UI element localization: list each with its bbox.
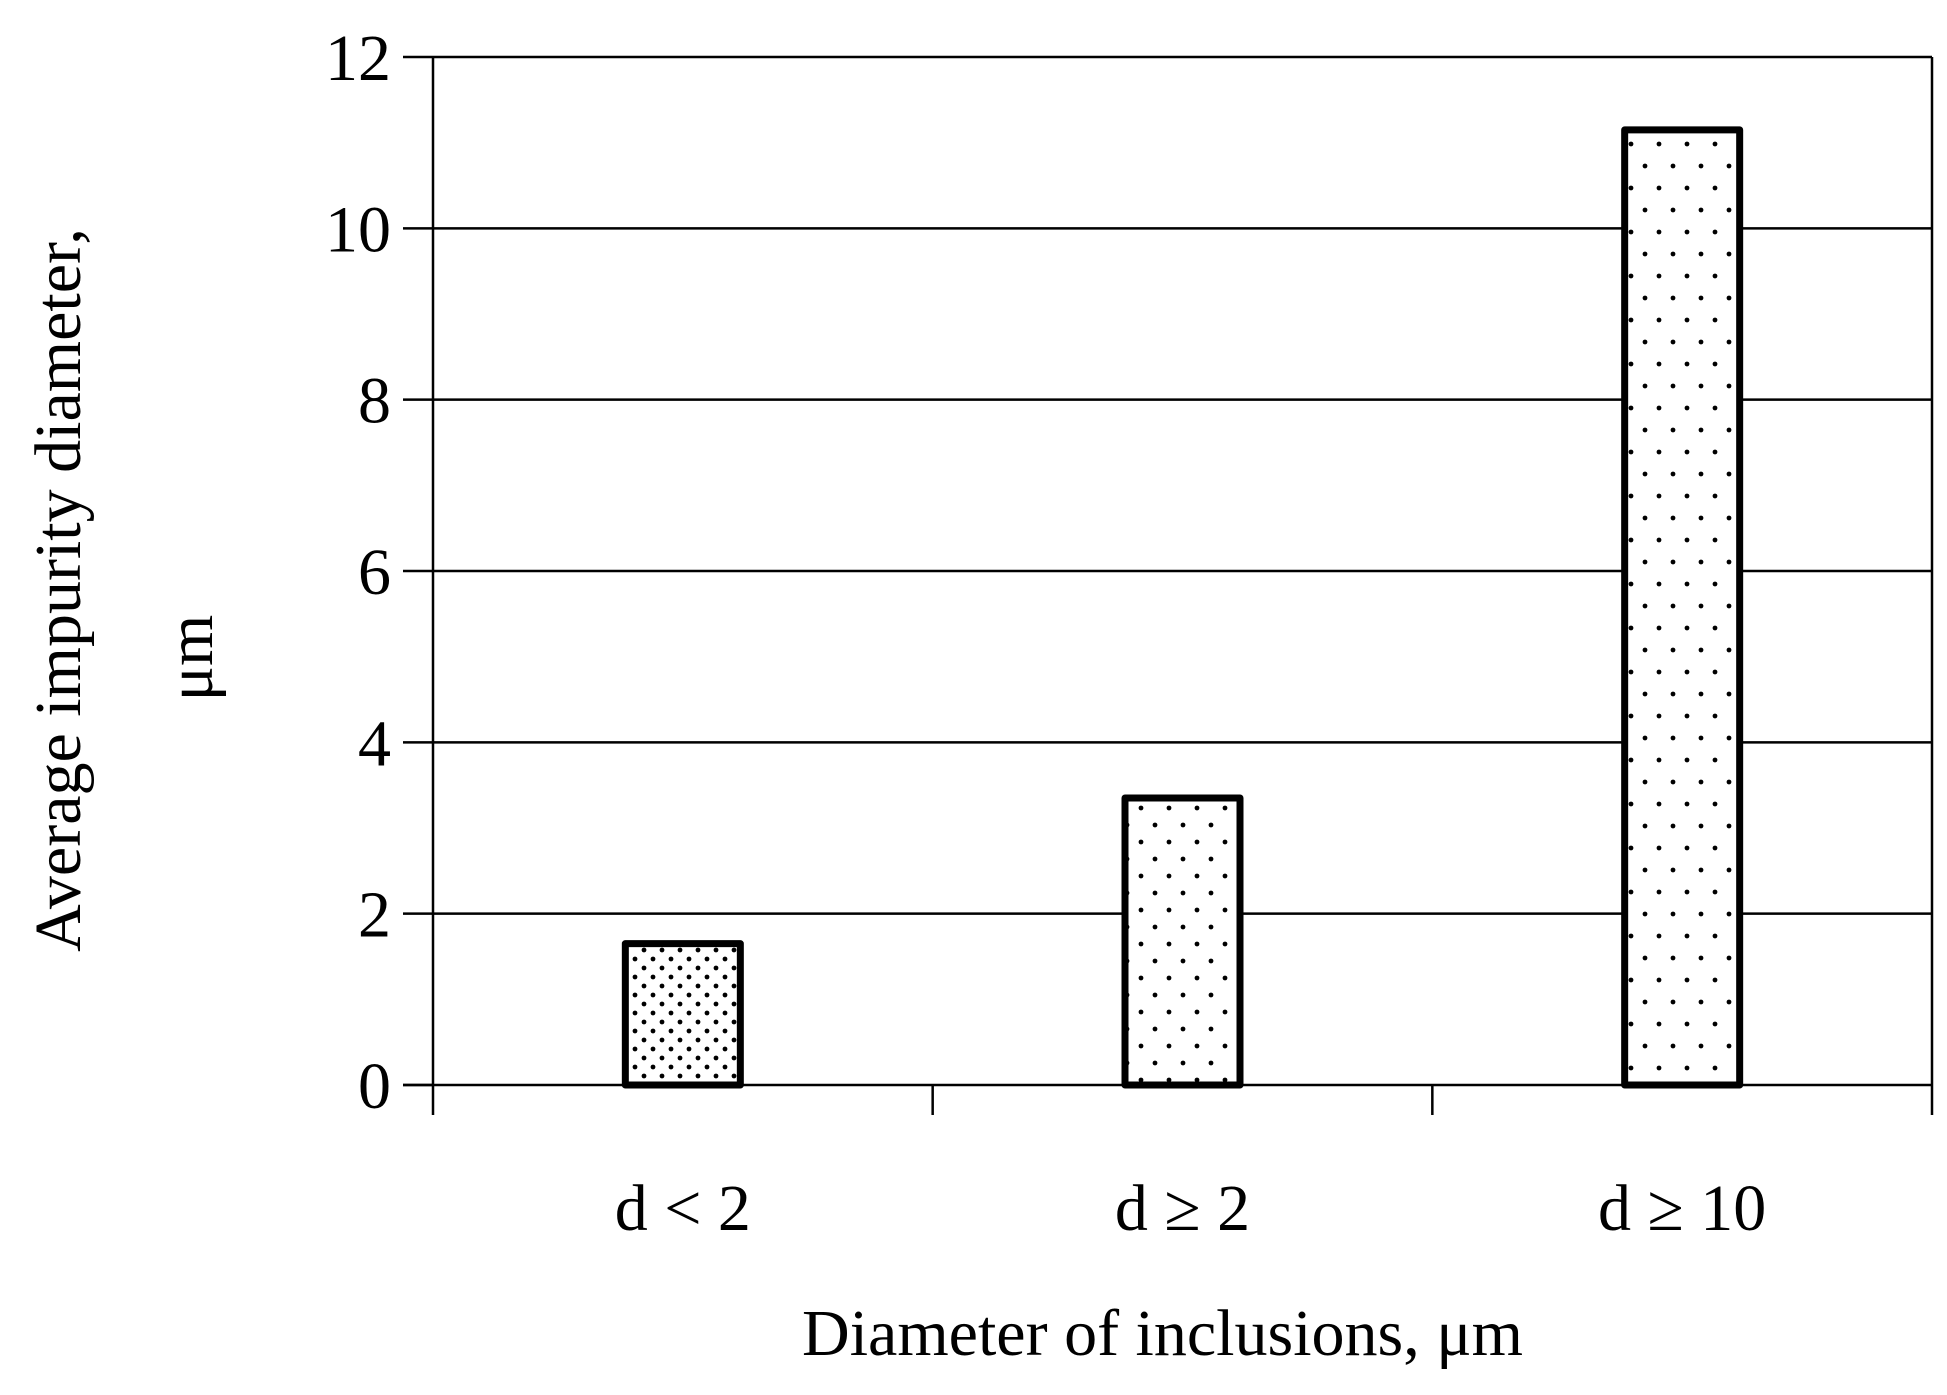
x-category-label-2: d ≥ 10	[1598, 1172, 1766, 1245]
bars	[621, 126, 1744, 1089]
bar-0	[621, 940, 744, 1089]
tick-labels: 0 2 4 6 8 10 12 d < 2 d ≥ 2 d ≥ 10	[325, 22, 1766, 1245]
y-tick-label-6: 6	[358, 536, 391, 609]
y-tick-label-0: 0	[358, 1050, 391, 1123]
bar-1	[1121, 794, 1244, 1089]
x-axis-title: Diameter of inclusions, μm	[802, 1297, 1523, 1370]
y-axis-title-line-1: Average impurity diameter,	[22, 228, 95, 952]
y-tick-label-2: 2	[358, 879, 391, 952]
y-tick-label-10: 10	[325, 193, 391, 266]
x-category-label-1: d ≥ 2	[1115, 1172, 1250, 1245]
bar-2	[1621, 126, 1744, 1089]
y-axis-title-line-2: μm	[154, 615, 227, 702]
y-tick-label-12: 12	[325, 22, 391, 95]
y-tick-label-4: 4	[358, 707, 391, 780]
x-category-label-0: d < 2	[615, 1172, 751, 1245]
y-tick-label-8: 8	[358, 365, 391, 438]
axis-titles: Diameter of inclusions, μm Average impur…	[22, 228, 1523, 1370]
